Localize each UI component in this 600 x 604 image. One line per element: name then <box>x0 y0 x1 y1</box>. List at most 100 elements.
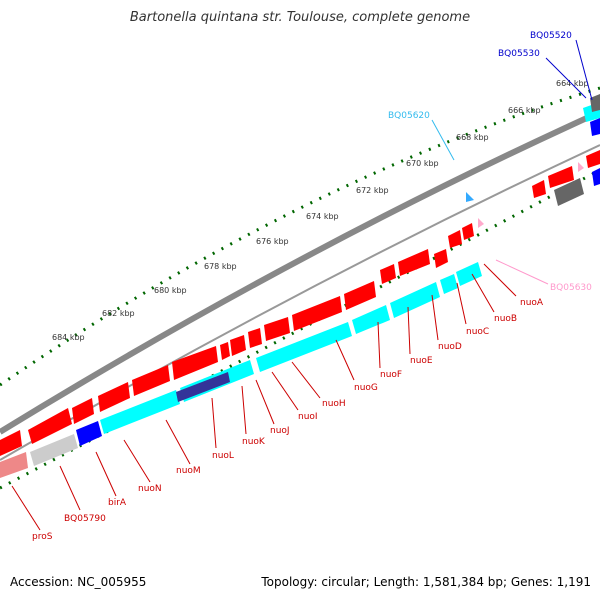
ruler-label: 668 kbp <box>456 133 489 142</box>
gene-label-nuoF[interactable]: nuoF <box>380 370 402 380</box>
gene-segment[interactable] <box>398 249 430 276</box>
ruler-label: 678 kbp <box>204 262 237 271</box>
accession-text: Accession: NC_005955 <box>10 575 147 589</box>
leader-line <box>165 419 191 465</box>
gene-segment[interactable] <box>264 317 290 341</box>
leader-line <box>456 282 467 325</box>
gene-segment[interactable] <box>248 328 262 348</box>
gene-segment[interactable] <box>230 335 246 356</box>
gene-segment[interactable] <box>448 230 462 248</box>
gene-segment[interactable] <box>390 282 440 318</box>
leader-line <box>123 439 151 483</box>
gene-label-nuoC[interactable]: nuoC <box>466 327 489 337</box>
gene-label-nuoJ[interactable]: nuoJ <box>270 426 290 436</box>
gene-label-nuoM[interactable]: nuoM <box>176 466 201 476</box>
gene-label-leaders <box>11 263 517 531</box>
gene-segment[interactable] <box>478 218 484 228</box>
gene-label-BQ05520[interactable]: BQ05520 <box>530 31 572 41</box>
ruler-labels: 664 kbp 666 kbp 668 kbp 670 kbp 672 kbp … <box>52 79 589 342</box>
forward-genes <box>0 150 600 456</box>
gene-segment[interactable] <box>554 178 584 206</box>
gene-segment[interactable] <box>292 296 342 331</box>
reverse-genes <box>0 94 600 478</box>
gene-segment[interactable] <box>256 322 352 372</box>
gene-label-BQ05530[interactable]: BQ05530 <box>498 49 540 59</box>
gene-segment[interactable] <box>590 118 600 136</box>
gene-label-nuoD[interactable]: nuoD <box>438 342 462 352</box>
gene-segment[interactable] <box>466 192 474 202</box>
ruler-label: 674 kbp <box>306 212 339 221</box>
leader-line <box>255 379 275 425</box>
leader-line <box>59 465 81 511</box>
gene-segment[interactable] <box>98 382 130 412</box>
gene-label-nuoA[interactable]: nuoA <box>520 298 544 308</box>
gene-segment[interactable] <box>456 262 482 286</box>
gene-segment[interactable] <box>132 365 170 396</box>
ruler-label: 684 kbp <box>52 333 85 342</box>
gene-segment[interactable] <box>28 408 72 444</box>
ruler-label: 682 kbp <box>102 309 135 318</box>
gene-segment[interactable] <box>30 434 78 466</box>
gene-labels: nuoA nuoB nuoC nuoD nuoE nuoF nuoG nuoH … <box>32 298 544 542</box>
gene-segment[interactable] <box>0 452 28 478</box>
top-right-labels: BQ05520 BQ05530 BQ05620 BQ05630 <box>388 31 593 293</box>
leader-line <box>291 361 321 399</box>
gene-segment[interactable] <box>72 398 94 424</box>
gene-segment[interactable] <box>220 342 230 360</box>
leader-line <box>241 385 247 435</box>
leader-line <box>495 259 549 285</box>
gene-label-nuoG[interactable]: nuoG <box>354 383 378 393</box>
ruler-label: 680 kbp <box>154 286 187 295</box>
gene-label-birA[interactable]: birA <box>108 498 127 508</box>
leader-line <box>377 321 381 369</box>
map-title: Bartonella quintana str. Toulouse, compl… <box>129 10 471 25</box>
backbone <box>0 109 600 435</box>
gene-segment[interactable] <box>586 150 600 168</box>
gene-segment[interactable] <box>548 166 574 188</box>
gene-segment[interactable] <box>434 249 448 268</box>
gene-label-nuoH[interactable]: nuoH <box>322 399 346 409</box>
gene-segment[interactable] <box>578 162 584 172</box>
gene-segment[interactable] <box>172 346 218 380</box>
leader-line <box>211 397 217 449</box>
gene-label-BQ05790[interactable]: BQ05790 <box>64 514 106 524</box>
gene-segment[interactable] <box>380 264 396 284</box>
leader-line <box>483 263 517 297</box>
gene-label-nuoB[interactable]: nuoB <box>494 314 517 324</box>
gene-label-nuoI[interactable]: nuoI <box>298 412 318 422</box>
summary-text: Topology: circular; Length: 1,581,384 bp… <box>261 575 591 589</box>
gene-segment[interactable] <box>590 94 600 112</box>
ruler-label: 666 kbp <box>508 106 541 115</box>
gene-segment[interactable] <box>76 421 102 446</box>
leader-line <box>575 39 593 101</box>
leader-line <box>335 339 355 381</box>
ruler-label: 670 kbp <box>406 159 439 168</box>
gene-segment[interactable] <box>592 168 600 186</box>
outer-ruler-track <box>0 86 600 387</box>
gene-segment[interactable] <box>176 372 230 402</box>
gene-label-BQ05620[interactable]: BQ05620 <box>388 111 430 121</box>
ruler-label: 664 kbp <box>556 79 589 88</box>
gene-label-nuoK[interactable]: nuoK <box>242 437 266 447</box>
gene-segment[interactable] <box>462 223 474 240</box>
ruler-label: 676 kbp <box>256 237 289 246</box>
gene-segment[interactable] <box>100 390 180 434</box>
leader-line <box>271 371 299 411</box>
leader-line <box>11 485 41 531</box>
leader-line <box>431 119 455 161</box>
gene-segment[interactable] <box>0 430 22 456</box>
leader-line <box>431 294 439 341</box>
ruler-label: 672 kbp <box>356 186 389 195</box>
gene-label-nuoE[interactable]: nuoE <box>410 356 433 366</box>
gene-label-nuoN[interactable]: nuoN <box>138 484 162 494</box>
gene-segment[interactable] <box>352 305 390 334</box>
leader-line <box>95 451 117 497</box>
gene-segment[interactable] <box>440 274 458 294</box>
leader-line <box>407 306 411 355</box>
gene-label-BQ05630[interactable]: BQ05630 <box>550 283 592 293</box>
gene-label-proS[interactable]: proS <box>32 532 53 542</box>
leader-line <box>545 57 587 99</box>
gene-segment[interactable] <box>344 281 376 310</box>
gene-label-nuoL[interactable]: nuoL <box>212 451 234 461</box>
gene-segment[interactable] <box>532 180 546 198</box>
